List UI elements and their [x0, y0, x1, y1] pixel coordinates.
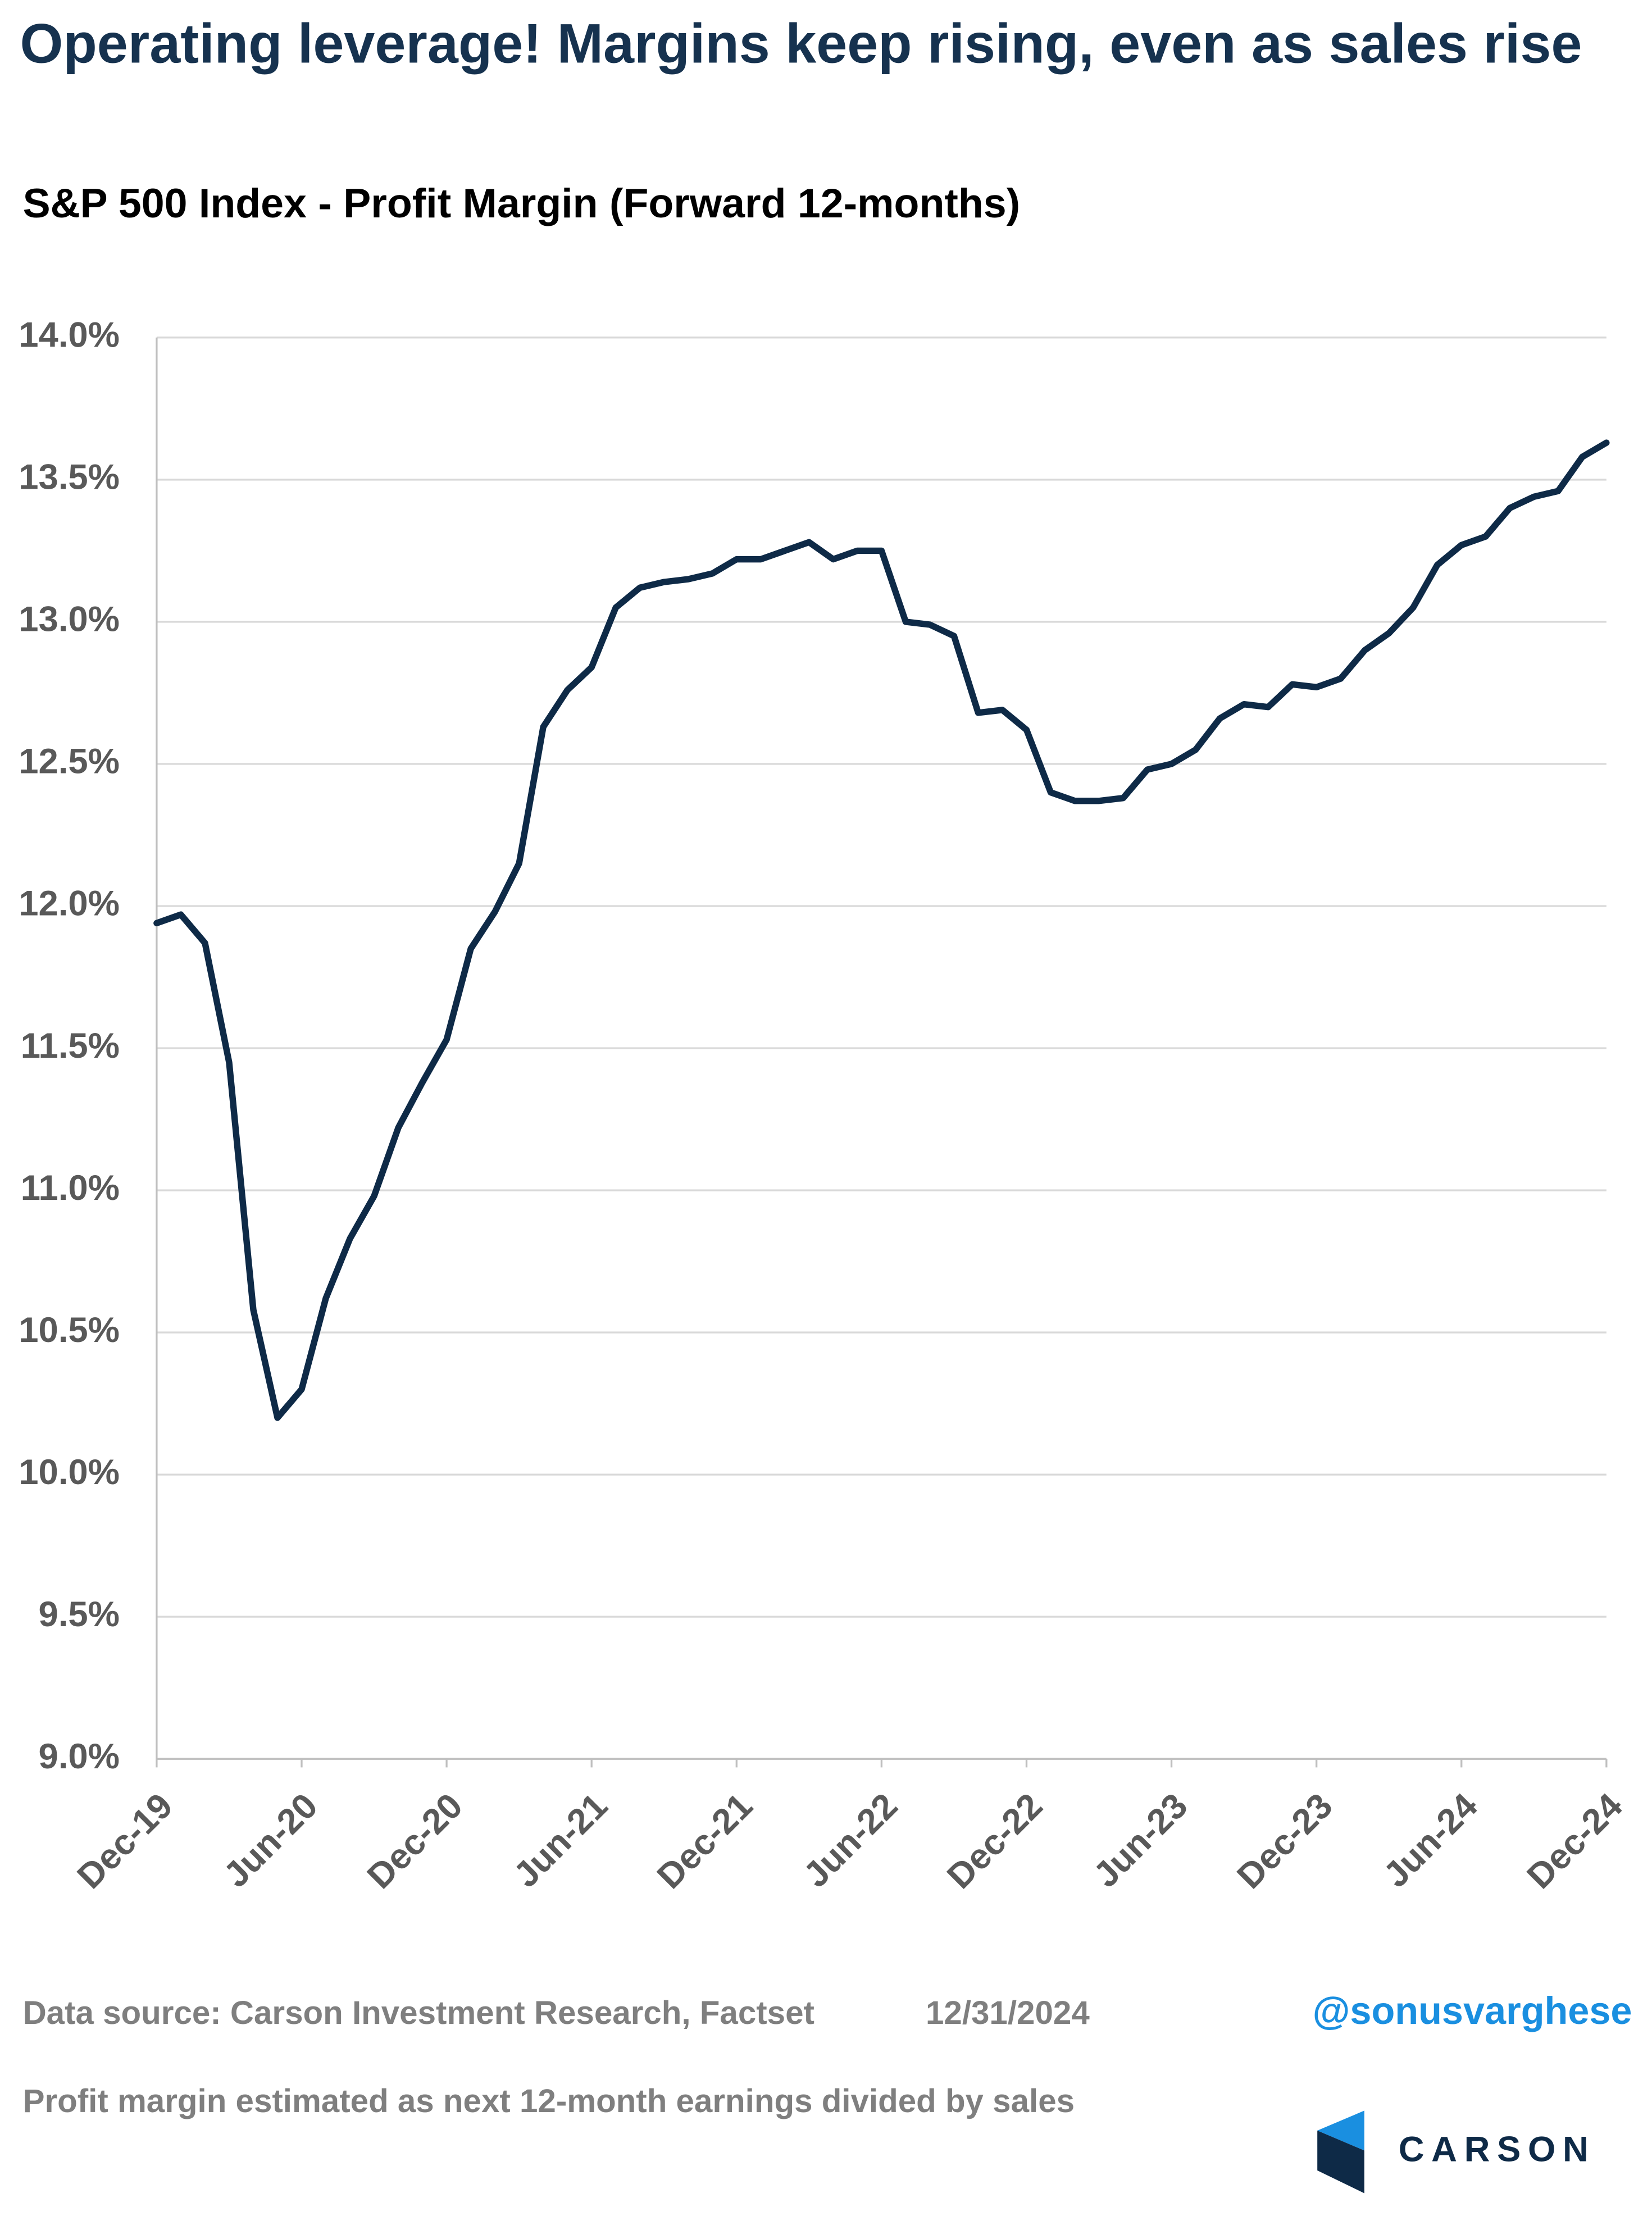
y-tick-label: 13.5%: [19, 458, 120, 497]
y-tick-label: 11.5%: [21, 1026, 120, 1066]
x-tick-label: Dec-20: [360, 1786, 470, 1896]
x-tick-label: Dec-22: [940, 1786, 1050, 1896]
x-tick-label: Dec-23: [1230, 1786, 1340, 1896]
y-tick-label: 13.0%: [19, 600, 120, 639]
y-tick-label: 9.0%: [39, 1737, 120, 1776]
chart-subtitle: S&P 500 Index - Profit Margin (Forward 1…: [23, 180, 1021, 226]
title-box: Operating leverage! Margins keep rising,…: [20, 14, 1582, 76]
y-tick-label: 14.0%: [19, 316, 120, 355]
logo-icon: [1317, 2110, 1364, 2194]
y-tick-label: 12.0%: [19, 884, 120, 923]
source: Data source: Carson Investment Research,…: [23, 1995, 814, 2031]
x-tick-label: Jun-24: [1376, 1786, 1485, 1895]
handle: @sonusvarghese: [1313, 1989, 1632, 2032]
x-tick-label: Dec-24: [1519, 1786, 1630, 1896]
chart-title: Operating leverage! Margins keep rising,…: [20, 14, 1582, 76]
date: 12/31/2024: [926, 1995, 1090, 2031]
x-tick-label: Jun-23: [1086, 1786, 1195, 1895]
x-tick-label: Jun-21: [506, 1786, 615, 1895]
x-tick-label: Dec-19: [70, 1786, 180, 1896]
note: Profit margin estimated as next 12-month…: [23, 2083, 1075, 2119]
y-tick-label: 10.5%: [19, 1311, 120, 1350]
x-tick-label: Jun-22: [796, 1786, 905, 1895]
data-line: [153, 439, 1610, 1421]
y-tick-label: 9.5%: [39, 1595, 120, 1634]
y-tick-label: 11.0%: [21, 1168, 120, 1208]
logo-shape: [1317, 2130, 1364, 2194]
x-tick-label: Dec-21: [650, 1786, 760, 1896]
y-tick-label: 10.0%: [19, 1453, 120, 1492]
y-tick-label: 12.5%: [19, 742, 120, 781]
x-tick-label: Jun-20: [216, 1786, 325, 1895]
logo-shape: [1317, 2110, 1364, 2151]
logo-text: CARSON: [1399, 2130, 1596, 2169]
